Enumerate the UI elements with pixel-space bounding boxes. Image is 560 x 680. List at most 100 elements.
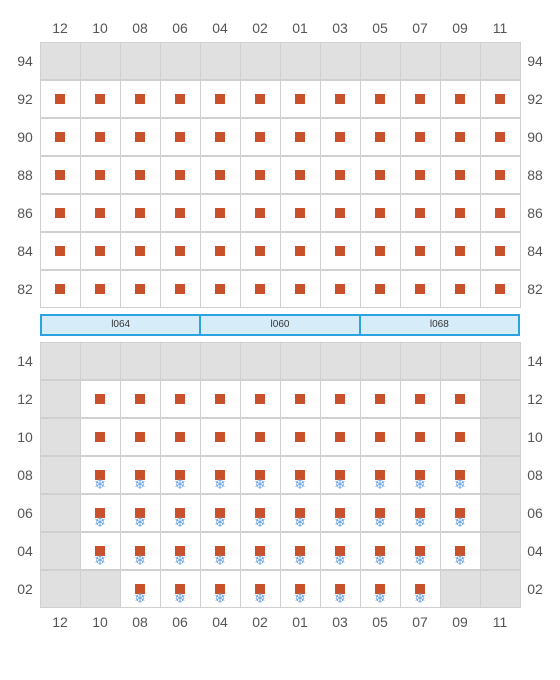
seat-cell[interactable] xyxy=(160,232,201,270)
seat-cell[interactable]: ❄ xyxy=(240,456,281,494)
seat-cell[interactable]: ❄ xyxy=(160,532,201,570)
seat-cell[interactable] xyxy=(480,194,521,232)
seat-cell[interactable] xyxy=(80,270,121,308)
seat-cell[interactable] xyxy=(200,156,241,194)
seat-cell[interactable] xyxy=(280,270,321,308)
seat-cell[interactable] xyxy=(280,156,321,194)
seat-cell[interactable] xyxy=(80,418,121,456)
seat-cell[interactable] xyxy=(320,232,361,270)
seat-cell[interactable] xyxy=(240,418,281,456)
seat-cell[interactable]: ❄ xyxy=(160,494,201,532)
seat-cell[interactable]: ❄ xyxy=(360,570,401,608)
seat-cell[interactable]: ❄ xyxy=(400,532,441,570)
seat-cell[interactable] xyxy=(280,380,321,418)
seat-cell[interactable]: ❄ xyxy=(320,532,361,570)
seat-cell[interactable] xyxy=(120,270,161,308)
seat-cell[interactable]: ❄ xyxy=(440,532,481,570)
seat-cell[interactable]: ❄ xyxy=(400,494,441,532)
seat-cell[interactable]: ❄ xyxy=(320,494,361,532)
seat-cell[interactable] xyxy=(320,270,361,308)
seat-cell[interactable] xyxy=(40,156,81,194)
seat-cell[interactable] xyxy=(400,80,441,118)
seat-cell[interactable] xyxy=(160,270,201,308)
seat-cell[interactable] xyxy=(320,194,361,232)
seat-cell[interactable] xyxy=(280,418,321,456)
seat-cell[interactable] xyxy=(240,232,281,270)
seat-cell[interactable] xyxy=(160,194,201,232)
seat-cell[interactable] xyxy=(200,418,241,456)
seat-cell[interactable] xyxy=(440,156,481,194)
seat-cell[interactable]: ❄ xyxy=(120,494,161,532)
seat-cell[interactable] xyxy=(200,380,241,418)
seat-cell[interactable] xyxy=(360,194,401,232)
seat-cell[interactable] xyxy=(240,80,281,118)
seat-cell[interactable] xyxy=(40,232,81,270)
seat-cell[interactable] xyxy=(400,156,441,194)
seat-cell[interactable]: ❄ xyxy=(320,570,361,608)
seat-cell[interactable]: ❄ xyxy=(160,456,201,494)
seat-cell[interactable]: ❄ xyxy=(120,570,161,608)
seat-cell[interactable] xyxy=(440,80,481,118)
seat-cell[interactable] xyxy=(320,380,361,418)
seat-cell[interactable] xyxy=(40,118,81,156)
seat-cell[interactable] xyxy=(80,80,121,118)
seat-cell[interactable] xyxy=(400,118,441,156)
seat-cell[interactable] xyxy=(240,194,281,232)
seat-cell[interactable]: ❄ xyxy=(80,456,121,494)
seat-cell[interactable] xyxy=(160,156,201,194)
seat-cell[interactable]: ❄ xyxy=(280,494,321,532)
seat-cell[interactable] xyxy=(120,156,161,194)
seat-cell[interactable] xyxy=(200,80,241,118)
seat-cell[interactable] xyxy=(200,118,241,156)
seat-cell[interactable] xyxy=(160,118,201,156)
seat-cell[interactable] xyxy=(280,118,321,156)
seat-cell[interactable] xyxy=(200,270,241,308)
seat-cell[interactable] xyxy=(440,270,481,308)
seat-cell[interactable] xyxy=(120,380,161,418)
seat-cell[interactable]: ❄ xyxy=(200,570,241,608)
seat-cell[interactable] xyxy=(480,80,521,118)
seat-cell[interactable] xyxy=(440,194,481,232)
seat-cell[interactable] xyxy=(440,118,481,156)
seat-cell[interactable] xyxy=(400,232,441,270)
seat-cell[interactable] xyxy=(440,232,481,270)
seat-cell[interactable]: ❄ xyxy=(200,456,241,494)
seat-cell[interactable] xyxy=(360,80,401,118)
seat-cell[interactable] xyxy=(400,270,441,308)
seat-cell[interactable]: ❄ xyxy=(240,494,281,532)
seat-cell[interactable] xyxy=(160,80,201,118)
seat-cell[interactable] xyxy=(360,118,401,156)
seat-cell[interactable]: ❄ xyxy=(80,532,121,570)
seat-cell[interactable] xyxy=(480,156,521,194)
seat-cell[interactable]: ❄ xyxy=(400,456,441,494)
seat-cell[interactable] xyxy=(400,418,441,456)
seat-cell[interactable] xyxy=(80,380,121,418)
seat-cell[interactable]: ❄ xyxy=(400,570,441,608)
seat-cell[interactable] xyxy=(360,156,401,194)
seat-cell[interactable]: ❄ xyxy=(200,494,241,532)
seat-cell[interactable] xyxy=(40,80,81,118)
seat-cell[interactable] xyxy=(440,418,481,456)
seat-cell[interactable] xyxy=(360,270,401,308)
seat-cell[interactable] xyxy=(240,380,281,418)
seat-cell[interactable] xyxy=(200,232,241,270)
seat-cell[interactable]: ❄ xyxy=(280,570,321,608)
seat-cell[interactable] xyxy=(240,118,281,156)
seat-cell[interactable] xyxy=(80,118,121,156)
seat-cell[interactable] xyxy=(160,418,201,456)
seat-cell[interactable]: ❄ xyxy=(440,456,481,494)
seat-cell[interactable]: ❄ xyxy=(440,494,481,532)
seat-cell[interactable] xyxy=(240,156,281,194)
seat-cell[interactable]: ❄ xyxy=(120,456,161,494)
seat-cell[interactable] xyxy=(120,80,161,118)
seat-cell[interactable] xyxy=(40,270,81,308)
seat-cell[interactable] xyxy=(360,380,401,418)
seat-cell[interactable]: ❄ xyxy=(360,494,401,532)
seat-cell[interactable] xyxy=(320,418,361,456)
seat-cell[interactable]: ❄ xyxy=(160,570,201,608)
seat-cell[interactable] xyxy=(480,270,521,308)
seat-cell[interactable]: ❄ xyxy=(360,456,401,494)
seat-cell[interactable]: ❄ xyxy=(80,494,121,532)
seat-cell[interactable] xyxy=(400,380,441,418)
seat-cell[interactable] xyxy=(160,380,201,418)
